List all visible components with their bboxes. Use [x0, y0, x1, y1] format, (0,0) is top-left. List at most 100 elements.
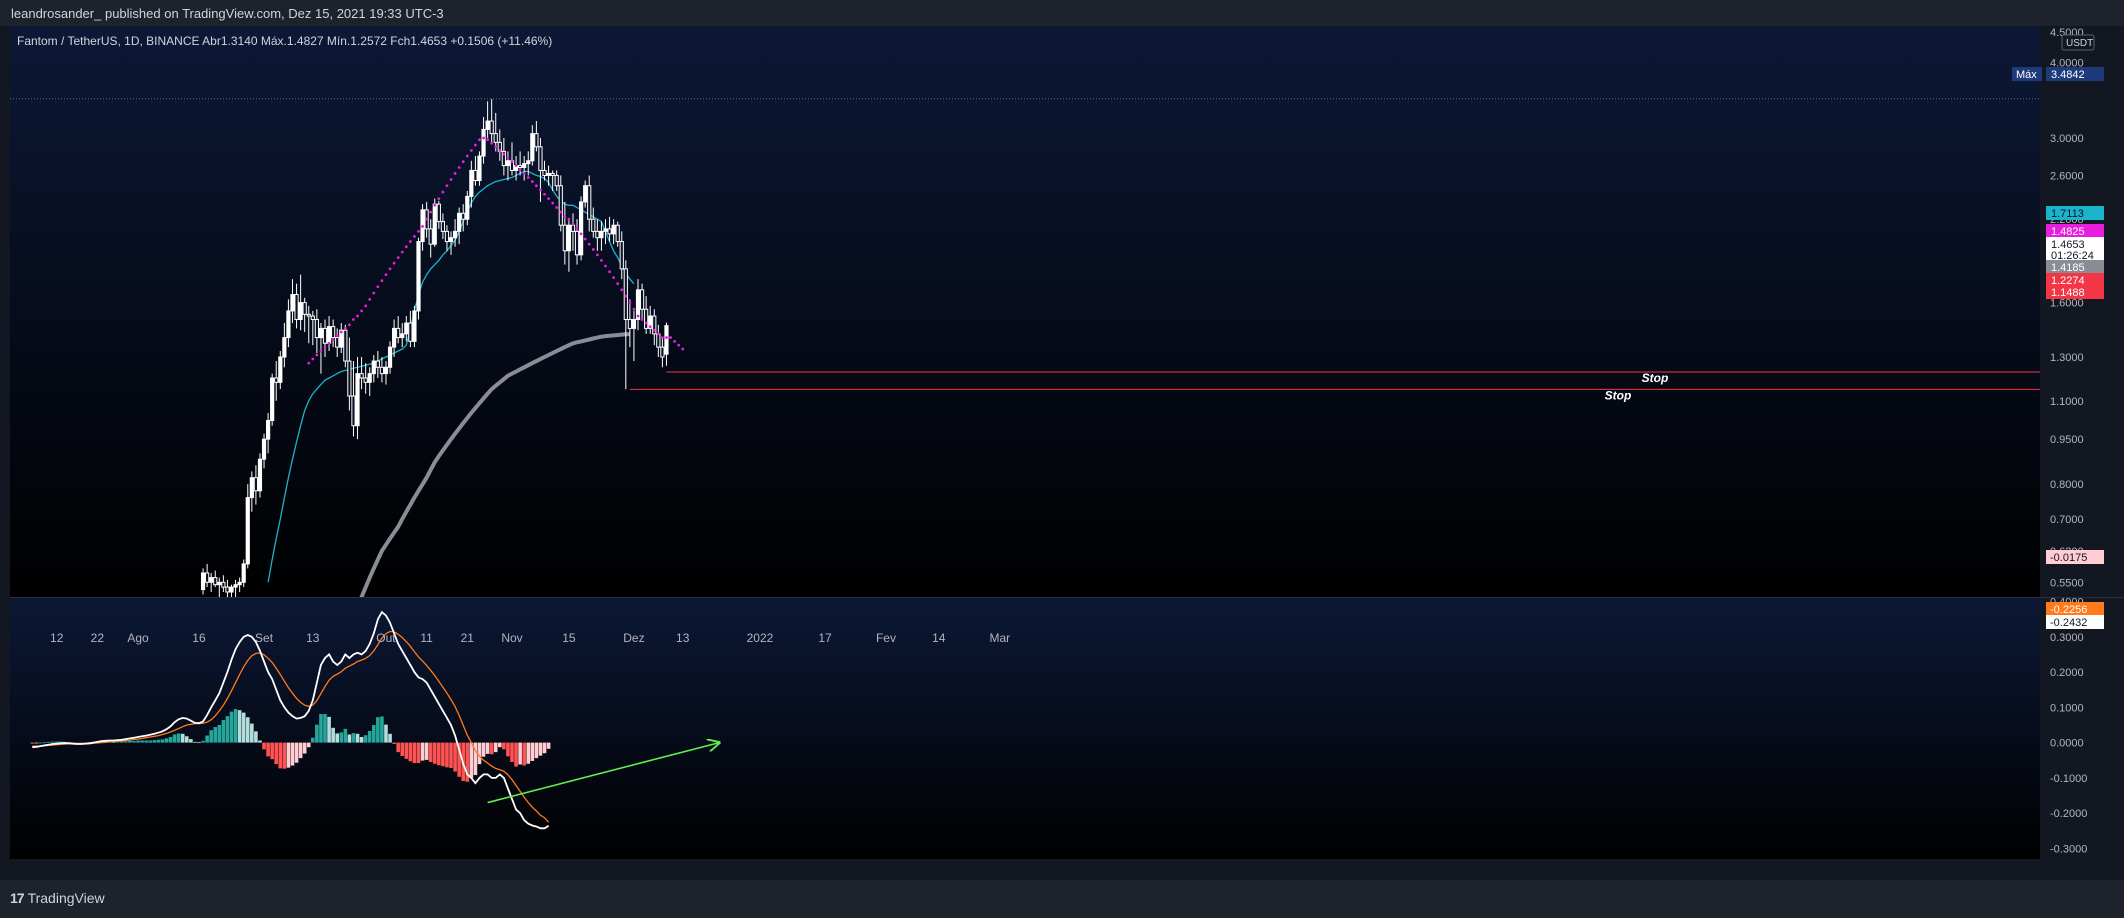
- sar-dot: [567, 217, 571, 221]
- candle-body: [607, 228, 612, 235]
- macd-histogram-bar: [128, 740, 132, 743]
- candle-body: [469, 169, 474, 197]
- sar-dot: [677, 343, 681, 347]
- macd-histogram-bar: [392, 742, 396, 745]
- price-label-tag: [2012, 67, 2042, 81]
- symbol-legend: Fantom / TetherUS, 1D, BINANCE Abr1.3140…: [17, 34, 553, 48]
- macd-histogram-bar: [335, 733, 339, 743]
- sar-dot: [331, 338, 335, 341]
- candle-body: [660, 346, 665, 358]
- time-tick-label: Ago: [127, 631, 149, 645]
- macd-value-label: -0.2256: [2046, 602, 2104, 616]
- candle-body: [664, 325, 669, 355]
- sar-dot: [665, 336, 668, 339]
- candle-body: [400, 333, 405, 339]
- candle-body: [371, 360, 376, 375]
- sar-dot: [591, 248, 595, 251]
- candle-body: [237, 581, 242, 586]
- macd-histogram-bar: [432, 742, 437, 764]
- candle-body: [542, 169, 547, 176]
- macd-histogram-bar: [115, 741, 120, 743]
- sar-dot: [368, 297, 372, 301]
- candle-body: [322, 327, 328, 344]
- candle-body: [233, 584, 238, 588]
- footer-bar: 17 TradingView: [0, 880, 2124, 918]
- macd-histogram-bar: [315, 724, 319, 743]
- sar-dot: [384, 273, 388, 277]
- price-label-box: [2046, 206, 2104, 220]
- sar-dot: [534, 184, 538, 188]
- sar-dot: [530, 180, 534, 183]
- candle-body: [343, 329, 348, 362]
- macd-line: [32, 610, 550, 830]
- macd-histogram-bar: [506, 742, 510, 757]
- sar-dot: [307, 361, 311, 365]
- sar-dot: [547, 197, 550, 200]
- candle-body: [579, 201, 584, 256]
- tradingview-logo-icon: 17: [10, 890, 25, 906]
- candle-body: [412, 310, 417, 342]
- candle-body: [359, 373, 364, 379]
- macd-histogram-bar: [485, 742, 490, 754]
- macd-histogram-bar: [384, 724, 388, 743]
- macd-histogram-bar: [542, 742, 547, 754]
- macd-histogram-bar: [347, 734, 352, 743]
- price-label: 1.2274: [2046, 273, 2104, 287]
- price-tick-label: 3.0000: [2050, 133, 2084, 145]
- sar-dot: [335, 334, 339, 338]
- candle-body: [477, 155, 482, 182]
- publish-header-bar: leandrosander_ published on TradingView.…: [0, 0, 2124, 26]
- price-label-text: 1.4185: [2051, 262, 2085, 274]
- sar-dot: [408, 240, 412, 243]
- sar-dot: [437, 197, 441, 200]
- macd-histogram-bar: [359, 736, 364, 743]
- macd-value-label: -0.0175: [2046, 550, 2104, 564]
- macd-histogram-bar: [54, 741, 59, 743]
- sar-dot: [486, 138, 490, 142]
- candle-body: [274, 377, 279, 383]
- macd-histogram-bar: [266, 742, 270, 757]
- macd-histogram-bar: [205, 735, 209, 743]
- macd-histogram-bar: [498, 742, 502, 748]
- macd-histogram-bar: [311, 737, 315, 743]
- sar-dot: [388, 267, 392, 271]
- time-tick-label: 13: [306, 631, 320, 645]
- sar-dot: [449, 178, 453, 181]
- sar-dot: [518, 168, 522, 171]
- sar-dot: [380, 279, 384, 283]
- price-label-text: 3.4842: [2051, 69, 2085, 81]
- candle-body: [461, 212, 466, 220]
- candle-body: [489, 120, 494, 135]
- candle-body: [375, 360, 380, 368]
- macd-histogram-bar: [530, 742, 535, 761]
- sar-dot: [628, 301, 632, 305]
- time-tick-label: 17: [818, 631, 832, 645]
- time-tick-label: Fev: [876, 631, 896, 645]
- sar-dot: [620, 288, 624, 292]
- macd-histogram-bar: [140, 740, 144, 743]
- candle-body: [538, 146, 543, 171]
- time-tick-label: 21: [461, 631, 475, 645]
- candle-body: [306, 313, 311, 317]
- candle-body: [481, 128, 486, 157]
- price-tick-label: 1.6000: [2050, 298, 2084, 310]
- stop-label: Stop: [1642, 371, 1669, 385]
- candle-body: [432, 203, 437, 245]
- macd-histogram-bar: [302, 742, 307, 754]
- macd-histogram-bar: [290, 742, 295, 766]
- time-tick-label: 13: [676, 631, 690, 645]
- sar-dot: [539, 188, 542, 192]
- macd-histogram-bar: [380, 716, 384, 743]
- macd-histogram-bar: [502, 742, 506, 750]
- sar-dot: [526, 176, 530, 179]
- sar-dot: [490, 141, 494, 145]
- sar-dot: [433, 203, 437, 207]
- macd-histogram-bar: [522, 742, 526, 766]
- macd-histogram-bar: [327, 716, 331, 743]
- candle-body: [623, 268, 628, 321]
- price-tick-label: 0.9500: [2050, 434, 2084, 446]
- candle-body: [408, 322, 413, 342]
- macd-histogram-bar: [184, 736, 189, 743]
- macd-pane[interactable]: [10, 598, 2040, 859]
